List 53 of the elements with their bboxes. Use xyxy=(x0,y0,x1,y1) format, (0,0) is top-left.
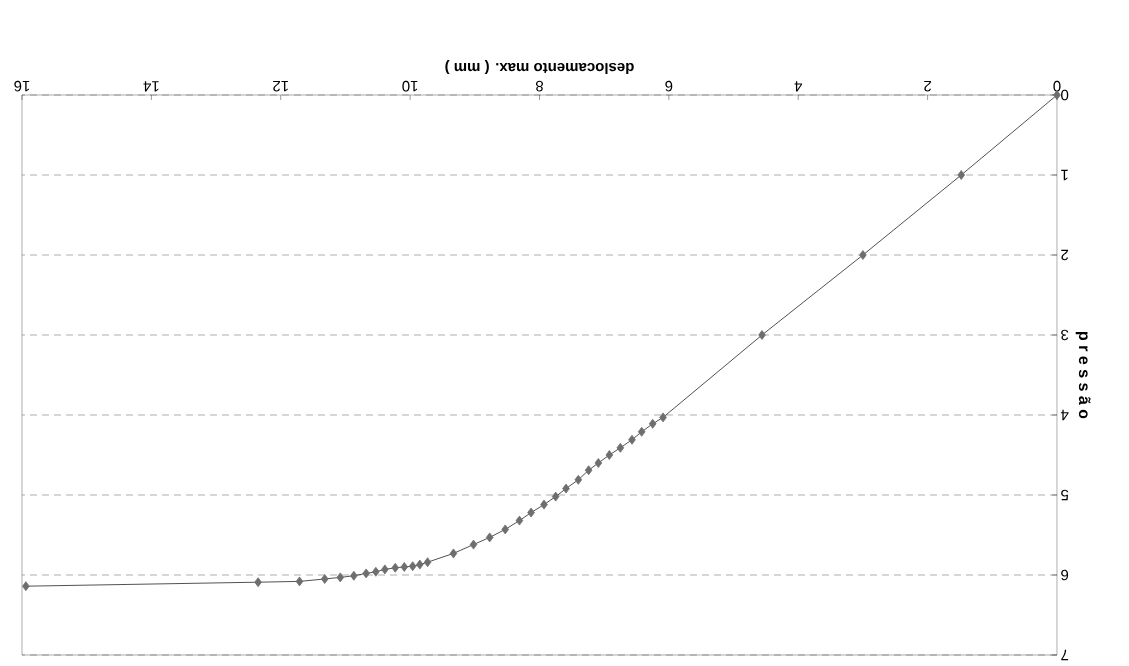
point xyxy=(562,483,570,494)
point xyxy=(320,574,329,584)
x-axis-title: deslocamento max. ( mm ) xyxy=(445,60,634,74)
point xyxy=(362,568,370,579)
x-tick-label: 8 xyxy=(535,80,543,92)
point xyxy=(758,330,766,340)
y-tick-label: 7 xyxy=(1061,649,1069,661)
point xyxy=(391,562,400,573)
x-tick-label: 4 xyxy=(794,81,803,92)
x-tick-label: 6 xyxy=(665,80,673,92)
point xyxy=(381,564,389,575)
point xyxy=(616,442,625,453)
x-tick-label: 16 xyxy=(14,80,30,92)
point xyxy=(527,507,535,518)
point xyxy=(501,524,509,535)
point xyxy=(372,566,380,577)
x-tick-label: 10 xyxy=(402,80,418,92)
x-tick-label: 14 xyxy=(143,81,159,92)
y-tick-label: 3 xyxy=(1061,329,1069,341)
point xyxy=(584,465,593,476)
point xyxy=(423,557,432,568)
point xyxy=(295,576,304,587)
point xyxy=(551,491,560,502)
point xyxy=(400,562,409,572)
point xyxy=(628,434,636,445)
point xyxy=(574,474,583,485)
point xyxy=(22,581,30,592)
point xyxy=(859,250,867,260)
y-tick-label: 6 xyxy=(1061,569,1069,581)
point xyxy=(416,559,424,570)
point xyxy=(659,412,667,423)
point xyxy=(469,539,478,550)
point xyxy=(648,418,657,429)
point xyxy=(336,572,345,583)
point xyxy=(957,170,966,180)
point xyxy=(449,548,458,559)
point xyxy=(637,426,646,437)
point xyxy=(594,458,603,468)
y-tick-label: 0 xyxy=(1061,89,1069,101)
y-tick-label: 2 xyxy=(1061,249,1069,261)
y-tick-label: 4 xyxy=(1060,409,1069,421)
y-tick-label: 5 xyxy=(1061,489,1069,501)
point xyxy=(515,515,524,526)
point xyxy=(605,450,614,460)
point xyxy=(350,570,358,581)
point xyxy=(540,499,548,510)
point xyxy=(485,532,494,543)
point xyxy=(254,577,262,588)
point xyxy=(408,561,417,572)
y-axis-title: p r e s s ã o xyxy=(1075,332,1091,419)
x-tick-label: 12 xyxy=(273,81,288,92)
x-tick-label: 2 xyxy=(924,81,932,92)
y-tick-label: 1 xyxy=(1061,169,1068,181)
